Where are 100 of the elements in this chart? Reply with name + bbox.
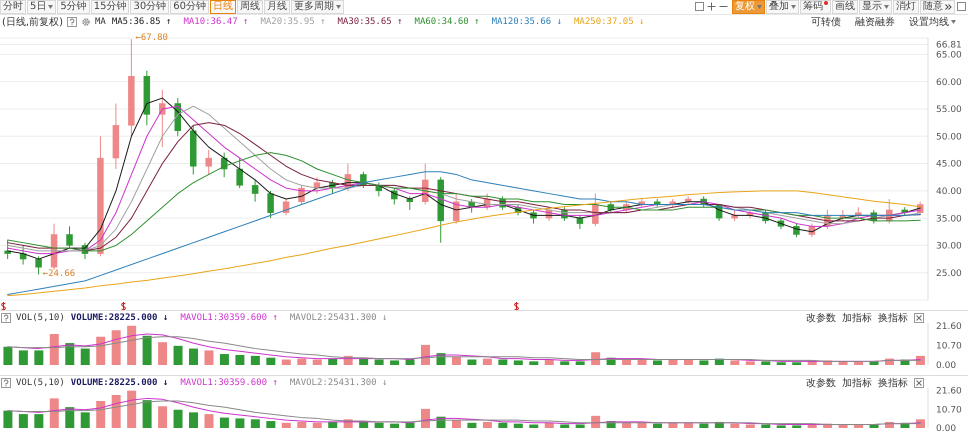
y-tick-label: 0.00 bbox=[936, 361, 956, 372]
text: 可转债 bbox=[811, 16, 841, 28]
bar bbox=[250, 356, 260, 365]
y-tick-label: 30.00 bbox=[936, 242, 962, 252]
y-tick-label: 40.00 bbox=[936, 187, 962, 198]
y-tick-label: 0.00 bbox=[936, 424, 956, 434]
bar bbox=[80, 348, 90, 365]
bar bbox=[746, 361, 755, 365]
bar bbox=[467, 422, 476, 428]
text: 5日 bbox=[30, 0, 46, 12]
bar bbox=[158, 406, 168, 428]
bar bbox=[622, 360, 632, 365]
bar bbox=[529, 361, 538, 365]
bar bbox=[266, 421, 276, 428]
bar bbox=[467, 360, 476, 365]
y-tick-label: 21.60 bbox=[936, 322, 962, 332]
bar bbox=[328, 358, 338, 365]
bar bbox=[374, 422, 384, 428]
bar bbox=[482, 358, 492, 365]
bar bbox=[266, 358, 276, 365]
annotation: 改参数 bbox=[806, 312, 836, 324]
annotation: 加指标 bbox=[842, 312, 872, 324]
text: MA20:35.95 ↑ bbox=[260, 16, 326, 26]
bar bbox=[730, 424, 740, 428]
annotation: 换指标 bbox=[878, 376, 908, 390]
bar bbox=[359, 358, 368, 365]
bar bbox=[235, 418, 244, 428]
bar bbox=[699, 424, 708, 428]
y-tick-label: 60.00 bbox=[936, 78, 962, 88]
text: 随意 bbox=[923, 0, 943, 12]
bar bbox=[235, 354, 244, 365]
bar bbox=[174, 346, 183, 365]
bar bbox=[50, 398, 59, 428]
bar bbox=[158, 342, 168, 365]
y-tick-label: 35.00 bbox=[936, 214, 962, 224]
text: MA120:35.66 ↓ bbox=[492, 16, 562, 26]
bar bbox=[776, 425, 786, 428]
candlestick bbox=[66, 226, 73, 249]
bar bbox=[591, 352, 600, 365]
bar bbox=[312, 422, 322, 428]
bar bbox=[127, 326, 136, 365]
text: MA30:35.65 ↑ bbox=[338, 16, 403, 26]
bar bbox=[482, 422, 492, 428]
line-series bbox=[7, 171, 921, 296]
candlestick bbox=[205, 149, 212, 175]
bar bbox=[452, 356, 461, 365]
text: MAVOL2:25431.300 ↓ bbox=[290, 312, 388, 322]
bar bbox=[653, 424, 662, 428]
bar bbox=[684, 360, 693, 365]
y-tick-label: 10.70 bbox=[936, 406, 962, 416]
text: 融资融券 bbox=[855, 16, 895, 28]
legend-title: VOL(5,10) bbox=[16, 312, 65, 322]
candlestick bbox=[576, 214, 584, 230]
bar bbox=[390, 360, 400, 365]
y-tick-label: 45.00 bbox=[936, 160, 962, 170]
text: MA250:37.05 ↓ bbox=[574, 16, 644, 26]
bar bbox=[406, 360, 415, 365]
bar bbox=[359, 422, 368, 428]
y-tick-label: 65.00 bbox=[936, 50, 962, 61]
bar bbox=[297, 358, 306, 365]
bar bbox=[3, 410, 12, 428]
bar bbox=[514, 360, 523, 365]
bar bbox=[761, 361, 770, 365]
bar bbox=[730, 360, 740, 365]
bar bbox=[452, 420, 461, 428]
bar bbox=[560, 424, 570, 428]
bar bbox=[297, 422, 306, 428]
y-tick-label: 66.81 bbox=[936, 40, 962, 51]
bar bbox=[127, 390, 136, 428]
bar bbox=[498, 360, 508, 365]
text: 筹码 bbox=[803, 0, 823, 12]
series-label: MAVOL1:30359.600 ↑ bbox=[180, 378, 278, 388]
candlestick bbox=[236, 158, 243, 189]
text: 30分钟 bbox=[133, 0, 166, 12]
y-tick-label: 55.00 bbox=[936, 105, 962, 116]
bar bbox=[328, 422, 338, 428]
bar bbox=[96, 336, 106, 365]
text: 复权 bbox=[735, 0, 755, 12]
legend-title: VOL(5,10) bbox=[16, 378, 65, 388]
bar bbox=[761, 424, 770, 428]
bar bbox=[282, 422, 291, 428]
bar bbox=[142, 336, 152, 365]
bar bbox=[390, 424, 400, 428]
bar bbox=[792, 362, 802, 365]
annotation: 换指标 bbox=[878, 312, 908, 324]
bar bbox=[312, 360, 322, 365]
bar bbox=[776, 362, 786, 365]
bar bbox=[204, 350, 214, 365]
text: MAVOL2:25431.300 ↓ bbox=[290, 378, 388, 388]
bar bbox=[250, 419, 260, 428]
candlestick bbox=[267, 190, 274, 219]
bar bbox=[220, 418, 229, 428]
text: 叠加 bbox=[769, 0, 789, 12]
candlestick bbox=[252, 179, 258, 202]
bar bbox=[374, 360, 384, 365]
bar bbox=[668, 360, 678, 365]
y-tick-label: 10.70 bbox=[936, 342, 962, 352]
series-label: VOLUME:28225.000 ↓ bbox=[70, 312, 168, 322]
candlestick bbox=[731, 209, 738, 222]
annotation: ←67.80 bbox=[135, 33, 168, 44]
